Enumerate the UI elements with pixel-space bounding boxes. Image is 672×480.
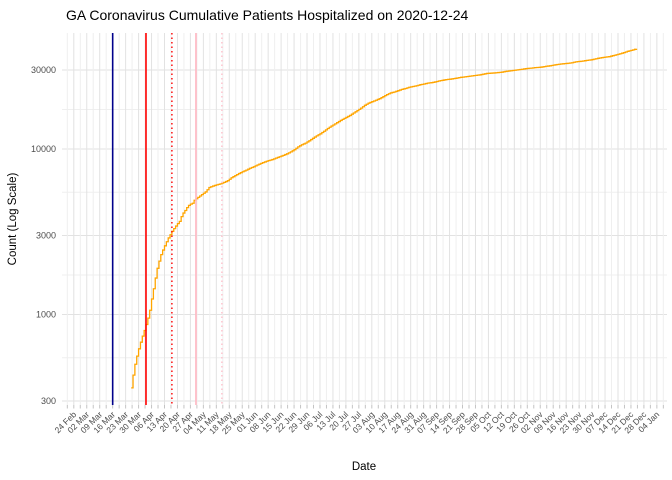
y-tick-label: 1000 [36,309,56,319]
y-tick-label: 30000 [31,65,56,75]
y-tick-label: 10000 [31,144,56,154]
series-line-cumulative-hospitalized [131,48,638,389]
x-axis-title: Date [351,461,377,473]
y-axis-title: Count (Log Scale) [7,172,19,266]
y-tick-label: 300 [41,396,56,406]
chart-title: GA Coronavirus Cumulative Patients Hospi… [66,7,469,23]
y-tick-label: 3000 [36,231,56,241]
